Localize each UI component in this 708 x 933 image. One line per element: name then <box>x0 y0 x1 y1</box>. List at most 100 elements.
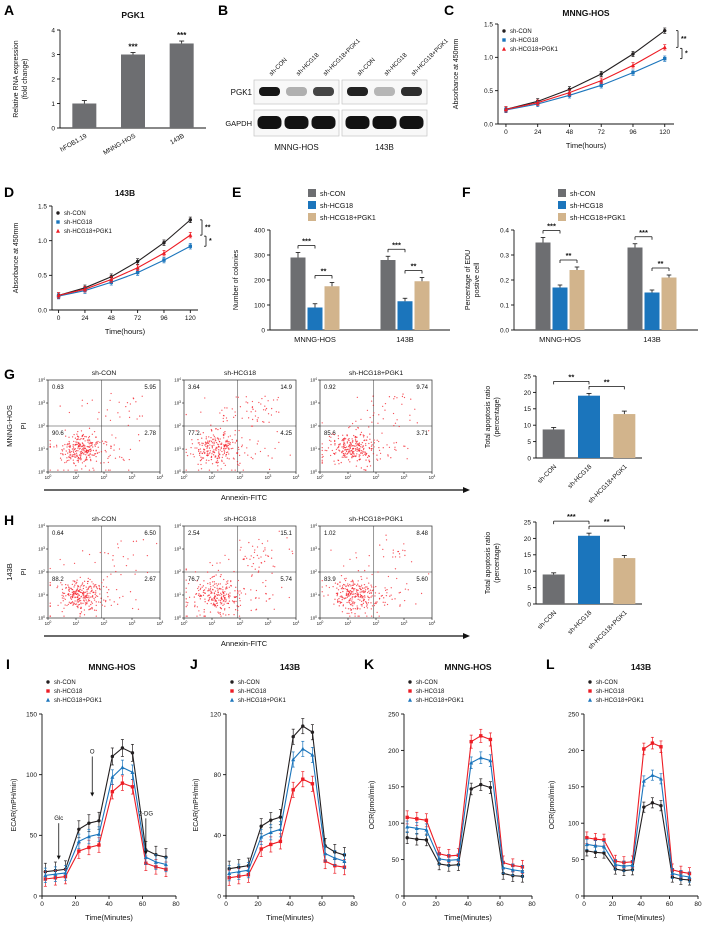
svg-text:15: 15 <box>524 406 532 413</box>
panel-label-f: F <box>462 184 471 200</box>
svg-text:200: 200 <box>254 277 265 284</box>
svg-text:**: ** <box>604 517 610 526</box>
svg-text:Total apoptosis ratio: Total apoptosis ratio <box>485 386 492 448</box>
svg-text:0: 0 <box>582 901 586 908</box>
svg-text:104: 104 <box>293 620 300 626</box>
panel-h-flow-cytometry-row: 143B PIsh-CON1001001011011021021031031041… <box>5 516 470 648</box>
svg-text:sh-CON: sh-CON <box>92 516 117 523</box>
svg-text:0.5: 0.5 <box>38 273 47 280</box>
svg-text:3: 3 <box>51 52 55 59</box>
svg-text:20: 20 <box>254 901 262 908</box>
svg-text:143B: 143B <box>280 662 300 672</box>
svg-text:250: 250 <box>568 711 579 718</box>
svg-text:400: 400 <box>254 227 265 234</box>
svg-text:104: 104 <box>310 377 317 383</box>
svg-text:Time(Minutes): Time(Minutes) <box>266 913 314 922</box>
svg-text:0: 0 <box>33 893 37 900</box>
svg-text:sh-CON: sh-CON <box>268 57 289 78</box>
svg-text:ECAR(mPH/min): ECAR(mPH/min) <box>11 779 18 832</box>
svg-text:sh-HCG18: sh-HCG18 <box>567 463 594 490</box>
svg-text:2-DG: 2-DG <box>139 811 154 817</box>
svg-text:5.74: 5.74 <box>280 577 292 583</box>
svg-text:0.2: 0.2 <box>500 277 509 284</box>
svg-text:OCR(pmol/min): OCR(pmol/min) <box>549 781 556 830</box>
svg-text:0: 0 <box>51 125 55 132</box>
panel-label-k: K <box>364 656 375 672</box>
panel-c-growth-curve-chart: MNNG-HOS 0.0 0.5 1.0 1.5 Absorbance at 450mm 0… <box>453 8 688 150</box>
svg-text:143B: 143B <box>396 335 414 344</box>
svg-text:100: 100 <box>568 821 579 828</box>
svg-text:sh-HCG18+PGK1: sh-HCG18+PGK1 <box>587 609 629 651</box>
svg-text:250: 250 <box>388 711 399 718</box>
panel-k-ocr-chart: MNNG-HOS 0 50 100 150 200 250 OCR(pmol/min) 0 20 4… <box>369 662 536 922</box>
svg-text:102: 102 <box>38 423 45 429</box>
svg-text:1.0: 1.0 <box>484 55 493 62</box>
svg-text:sh-HCG18: sh-HCG18 <box>64 220 93 226</box>
svg-text:5: 5 <box>527 439 531 446</box>
svg-text:143B: 143B <box>115 188 135 198</box>
svg-text:sh-HCG18+PGK1: sh-HCG18+PGK1 <box>238 698 287 704</box>
svg-text:101: 101 <box>38 592 45 598</box>
svg-text:102: 102 <box>373 474 380 480</box>
svg-text:sh-HCG18+PGK1: sh-HCG18+PGK1 <box>320 215 376 222</box>
svg-text:0.64: 0.64 <box>52 531 64 537</box>
svg-text:0: 0 <box>402 901 406 908</box>
svg-text:3.71: 3.71 <box>416 431 428 437</box>
svg-text:40: 40 <box>464 901 472 908</box>
svg-text:60: 60 <box>318 901 326 908</box>
svg-text:sh-CON: sh-CON <box>356 57 377 78</box>
svg-text:0: 0 <box>504 129 508 136</box>
svg-text:sh-CON: sh-CON <box>537 609 559 631</box>
svg-text:100: 100 <box>45 620 52 626</box>
svg-text:Glc: Glc <box>54 816 63 822</box>
svg-text:sh-HCG18: sh-HCG18 <box>510 38 539 44</box>
svg-text:sh-HCG18+PGK1: sh-HCG18+PGK1 <box>64 229 113 235</box>
svg-text:200: 200 <box>388 748 399 755</box>
svg-text:150: 150 <box>388 784 399 791</box>
svg-text:*: * <box>685 51 688 58</box>
svg-text:sh-HCG18+PGK1: sh-HCG18+PGK1 <box>349 370 403 377</box>
svg-text:sh-CON: sh-CON <box>510 29 532 35</box>
svg-text:sh-CON: sh-CON <box>92 370 117 377</box>
svg-text:4: 4 <box>51 27 55 34</box>
svg-text:sh-HCG18: sh-HCG18 <box>416 689 445 695</box>
svg-text:Total apoptosis ratio: Total apoptosis ratio <box>485 532 492 594</box>
svg-text:15.1: 15.1 <box>280 531 292 537</box>
panel-g-apoptosis-bar-chart: 0 5 10 15 20 25 Total apoptosis ratio (percenta… <box>485 372 642 505</box>
svg-text:101: 101 <box>310 446 317 452</box>
panel-label-a: A <box>4 2 15 18</box>
svg-text:hFOB1.19: hFOB1.19 <box>59 132 88 153</box>
svg-text:104: 104 <box>174 377 181 383</box>
svg-text:(fold change): (fold change) <box>22 59 29 100</box>
svg-text:sh-HCG18: sh-HCG18 <box>295 51 321 77</box>
svg-text:48: 48 <box>566 129 574 136</box>
svg-text:1: 1 <box>51 101 55 108</box>
svg-text:Time(Minutes): Time(Minutes) <box>85 913 133 922</box>
svg-text:90.6: 90.6 <box>52 431 64 437</box>
svg-text:72: 72 <box>598 129 606 136</box>
svg-text:101: 101 <box>174 446 181 452</box>
svg-text:300: 300 <box>254 252 265 259</box>
svg-text:102: 102 <box>101 620 108 626</box>
svg-text:***: *** <box>392 240 401 249</box>
svg-text:O: O <box>90 749 95 755</box>
panel-label-c: C <box>444 2 455 18</box>
svg-text:143B: 143B <box>631 662 651 672</box>
svg-text:**: ** <box>658 259 664 268</box>
svg-text:1.02: 1.02 <box>324 531 336 537</box>
svg-text:sh-HCG18+PGK1: sh-HCG18+PGK1 <box>54 698 103 704</box>
panel-label-h: H <box>4 512 15 528</box>
svg-text:40: 40 <box>105 901 113 908</box>
svg-text:102: 102 <box>174 423 181 429</box>
svg-text:102: 102 <box>38 569 45 575</box>
svg-text:100: 100 <box>317 474 324 480</box>
svg-text:Annexin-FITC: Annexin-FITC <box>221 639 268 648</box>
svg-text:0.92: 0.92 <box>324 385 336 391</box>
svg-text:sh-HCG18: sh-HCG18 <box>596 689 625 695</box>
svg-text:102: 102 <box>174 569 181 575</box>
svg-text:100: 100 <box>317 620 324 626</box>
svg-text:103: 103 <box>38 400 45 406</box>
svg-text:sh-CON: sh-CON <box>416 680 438 686</box>
svg-text:104: 104 <box>293 474 300 480</box>
svg-text:103: 103 <box>129 474 136 480</box>
